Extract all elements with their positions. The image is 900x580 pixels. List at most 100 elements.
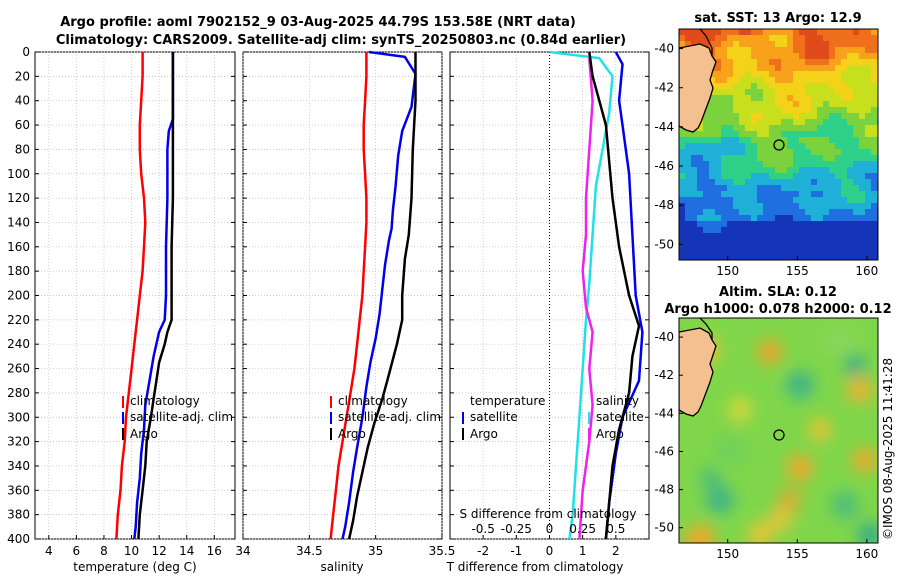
legend-label-satellite: satellite-adj. clim xyxy=(338,410,441,424)
sst-cell xyxy=(853,95,859,101)
sst-cell xyxy=(727,53,733,59)
sst-cell xyxy=(787,137,793,143)
sst-cell xyxy=(727,137,733,143)
sst-cell xyxy=(823,251,829,257)
sst-cell xyxy=(799,143,805,149)
sst-cell xyxy=(805,101,811,107)
sst-cell xyxy=(733,113,739,119)
sst-cell xyxy=(829,215,835,221)
sst-cell xyxy=(817,113,823,119)
map-x-tick-label: 150 xyxy=(716,547,739,561)
sst-cell xyxy=(811,83,817,89)
sst-cell xyxy=(733,221,739,227)
sst-cell xyxy=(715,233,721,239)
sst-cell xyxy=(811,209,817,215)
sst-cell xyxy=(751,83,757,89)
sst-cell xyxy=(829,257,835,260)
sst-cell xyxy=(865,83,871,89)
sst-cell xyxy=(733,101,739,107)
sst-cell xyxy=(757,47,763,53)
sst-cell xyxy=(715,71,721,77)
y-tick-label: 240 xyxy=(7,337,30,351)
sst-cell xyxy=(871,95,877,101)
sst-cell xyxy=(829,185,835,191)
sst-cell xyxy=(829,173,835,179)
sst-cell xyxy=(745,53,751,59)
sst-cell xyxy=(775,119,781,125)
sst-cell xyxy=(799,167,805,173)
sst-cell xyxy=(847,173,853,179)
sst-cell xyxy=(859,59,865,65)
sst-cell xyxy=(709,35,715,41)
map-x-tick-label: 155 xyxy=(786,547,809,561)
sst-cell xyxy=(793,107,799,113)
sst-cell xyxy=(751,29,757,35)
sst-cell xyxy=(817,185,823,191)
sst-cell xyxy=(847,119,853,125)
sst-cell xyxy=(739,143,745,149)
sst-cell xyxy=(709,221,715,227)
sst-cell xyxy=(733,203,739,209)
sst-cell xyxy=(847,251,853,257)
sst-cell xyxy=(727,47,733,53)
legend-heading-salinity: salinity xyxy=(596,394,639,408)
sst-cell xyxy=(793,125,799,131)
sst-cell xyxy=(745,137,751,143)
sst-cell xyxy=(709,257,715,260)
sst-cell xyxy=(745,83,751,89)
sst-cell xyxy=(793,101,799,107)
sst-cell xyxy=(739,197,745,203)
sst-cell xyxy=(805,113,811,119)
sst-cell xyxy=(817,215,823,221)
sst-cell xyxy=(757,71,763,77)
sst-cell xyxy=(781,35,787,41)
sst-cell xyxy=(841,89,847,95)
sst-cell xyxy=(685,221,691,227)
sst-cell xyxy=(799,47,805,53)
sst-cell xyxy=(715,101,721,107)
sst-cell xyxy=(781,131,787,137)
sst-cell xyxy=(871,227,877,233)
sst-cell xyxy=(751,239,757,245)
sst-cell xyxy=(853,245,859,251)
series-line-salinity-argo xyxy=(588,51,641,540)
sst-cell xyxy=(745,257,751,260)
sst-cell xyxy=(799,173,805,179)
sst-cell xyxy=(865,119,871,125)
sst-cell xyxy=(775,107,781,113)
sst-cell xyxy=(727,167,733,173)
sst-cell xyxy=(871,77,877,83)
sst-cell xyxy=(715,251,721,257)
sst-cell xyxy=(865,113,871,119)
sst-cell xyxy=(865,95,871,101)
sst-cell xyxy=(691,221,697,227)
sst-cell xyxy=(709,239,715,245)
sst-cell xyxy=(751,245,757,251)
series-line-argo xyxy=(347,52,417,540)
sst-cell xyxy=(769,83,775,89)
sst-cell xyxy=(691,131,697,137)
t-difference-xlabel: T difference from climatology xyxy=(446,560,624,574)
sst-map-title: sat. SST: 13 Argo: 12.9 xyxy=(694,11,861,26)
sst-cell xyxy=(691,143,697,149)
sst-cell xyxy=(871,101,877,107)
sst-cell xyxy=(775,101,781,107)
sst-cell xyxy=(679,185,685,191)
sst-cell xyxy=(799,257,805,260)
y-tick-label: 0 xyxy=(22,45,30,59)
sst-cell xyxy=(715,77,721,83)
sst-cell xyxy=(775,155,781,161)
argo-location-marker-sla xyxy=(773,429,785,441)
sst-cell xyxy=(721,53,727,59)
sst-cell xyxy=(763,35,769,41)
figure-title-line2: Climatology: CARS2009. Satellite-adj cli… xyxy=(56,33,626,48)
sst-cell xyxy=(811,113,817,119)
sst-cell xyxy=(823,215,829,221)
sst-cell xyxy=(763,185,769,191)
sst-cell xyxy=(829,119,835,125)
sst-cell xyxy=(763,173,769,179)
sst-cell xyxy=(805,191,811,197)
sst-cell xyxy=(679,215,685,221)
sst-cell xyxy=(811,47,817,53)
sst-cell xyxy=(823,161,829,167)
